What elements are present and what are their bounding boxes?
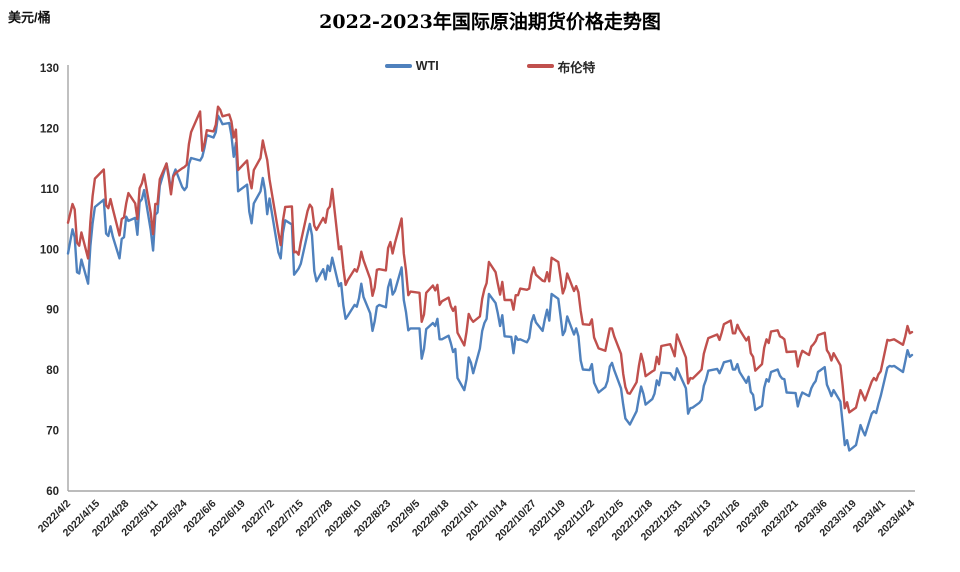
chart-legend: WTI 布伦特 <box>68 57 912 75</box>
y-tick-label: 60 <box>46 486 59 498</box>
y-tick-label: 120 <box>40 123 59 135</box>
y-axis-unit-label: 美元/桶 <box>8 10 51 25</box>
wti-line-swatch-icon <box>384 64 412 68</box>
brent-line-swatch-icon <box>526 64 554 68</box>
y-tick-label: 100 <box>40 244 59 256</box>
y-tick-label: 110 <box>40 184 59 196</box>
y-tick-label: 90 <box>46 305 59 317</box>
legend-label-wti: WTI <box>415 59 439 73</box>
legend-item-brent: 布伦特 <box>526 57 596 76</box>
y-tick-label: 130 <box>40 63 59 75</box>
series-line-brent <box>66 105 914 414</box>
legend-item-wti: WTI <box>384 59 439 73</box>
y-tick-label: 70 <box>46 426 59 438</box>
y-tick-label: 80 <box>46 365 59 377</box>
chart-title: 2022-2023年国际原油期货价格走势图 <box>319 11 661 33</box>
series-line-wti <box>66 114 914 452</box>
legend-label-brent: 布伦特 <box>557 60 596 75</box>
